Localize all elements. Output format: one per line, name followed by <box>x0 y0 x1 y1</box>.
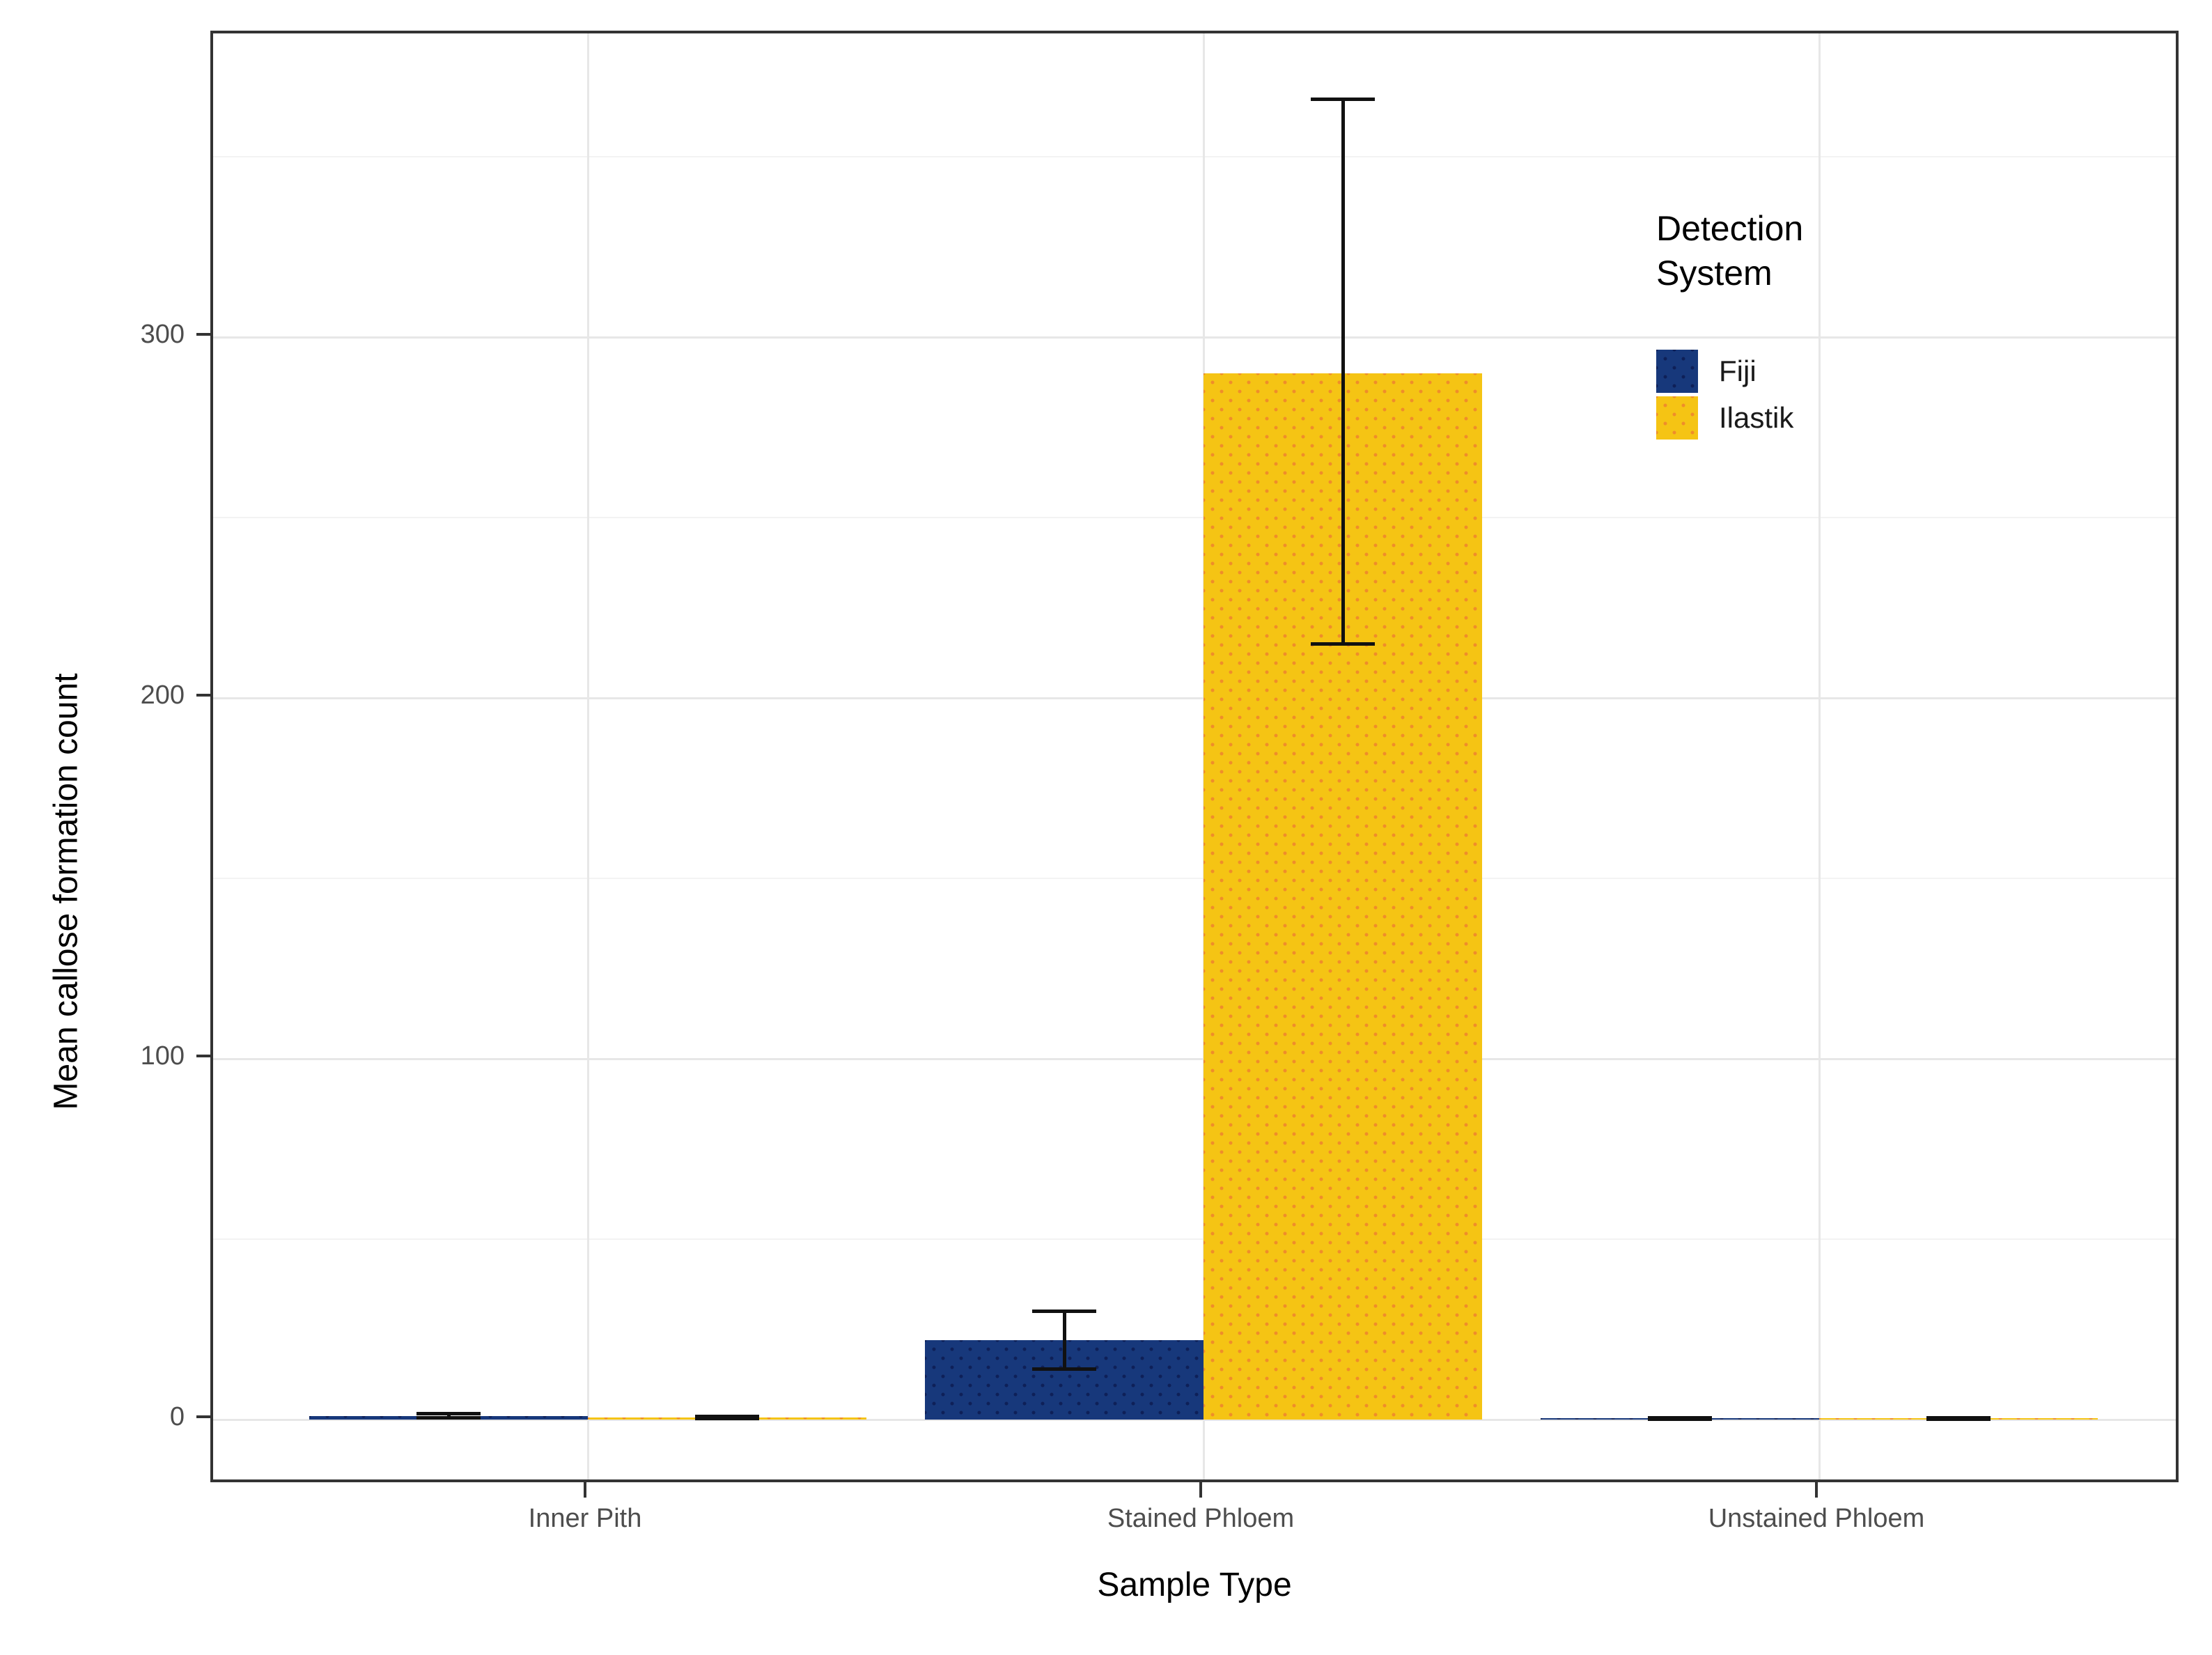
legend-title: Detection System <box>1656 206 1803 295</box>
y-tick-label-300: 300 <box>140 320 185 349</box>
legend-swatch-ilastik-icon <box>1656 396 1698 440</box>
legend-label-fiji: Fiji <box>1719 355 1757 387</box>
error-bar-cap-top-fiji-0 <box>416 1412 481 1416</box>
error-bar-line-ilastik-1 <box>1341 99 1345 644</box>
legend-item-ilastik: Ilastik <box>1656 396 1803 440</box>
legend-label-ilastik: Ilastik <box>1719 401 1794 434</box>
x-tick-label-2: Unstained Phloem <box>1708 1504 1925 1533</box>
error-bar-cap-top-ilastik-1 <box>1311 97 1375 101</box>
error-bar-cap-bottom-fiji-2 <box>1648 1417 1712 1421</box>
error-bar-cap-top-fiji-1 <box>1032 1310 1096 1314</box>
y-tick-mark-100 <box>196 1055 210 1057</box>
gridline-minor-y-350 <box>213 156 2176 157</box>
x-tick-mark-0 <box>584 1482 586 1498</box>
x-tick-label-1: Stained Phloem <box>1107 1504 1295 1533</box>
y-tick-mark-0 <box>196 1415 210 1418</box>
y-tick-label-200: 200 <box>140 681 185 710</box>
gridline-vertical-2 <box>1818 33 1821 1479</box>
error-bar-cap-bottom-ilastik-0 <box>695 1417 759 1421</box>
y-tick-label-100: 100 <box>140 1041 185 1071</box>
y-tick-mark-300 <box>196 333 210 336</box>
gridline-vertical-0 <box>587 33 589 1479</box>
error-bar-cap-top-ilastik-0 <box>695 1415 759 1419</box>
gridline-major-y-100 <box>213 1058 2176 1060</box>
gridline-minor-y-150 <box>213 878 2176 879</box>
legend-title-line-1: Detection <box>1656 209 1804 248</box>
plot-panel <box>210 31 2179 1482</box>
x-tick-label-0: Inner Pith <box>528 1504 642 1533</box>
gridline-major-y-200 <box>213 697 2176 699</box>
gridline-major-y-0 <box>213 1419 2176 1421</box>
error-bar-cap-bottom-fiji-0 <box>416 1416 481 1420</box>
y-axis-title: Mean callose formation count <box>47 673 85 1110</box>
legend-swatch-fiji-icon <box>1656 350 1698 393</box>
x-axis-title: Sample Type <box>1097 1567 1292 1603</box>
gridline-minor-y-50 <box>213 1238 2176 1240</box>
y-tick-mark-200 <box>196 694 210 697</box>
error-bar-cap-bottom-fiji-1 <box>1032 1367 1096 1371</box>
gridline-minor-y-250 <box>213 517 2176 518</box>
x-tick-mark-2 <box>1815 1482 1818 1498</box>
y-tick-label-0: 0 <box>169 1402 185 1431</box>
legend-item-fiji: Fiji <box>1656 350 1803 393</box>
x-tick-mark-1 <box>1199 1482 1202 1498</box>
legend: Detection System Fiji Ilastik <box>1656 206 1803 443</box>
legend-title-line-2: System <box>1656 254 1773 293</box>
error-bar-cap-bottom-ilastik-2 <box>1926 1417 1991 1421</box>
gridline-major-y-300 <box>213 336 2176 339</box>
error-bar-line-fiji-0 <box>446 1413 451 1418</box>
error-bar-line-fiji-1 <box>1062 1311 1066 1369</box>
error-bar-cap-bottom-ilastik-1 <box>1311 642 1375 646</box>
